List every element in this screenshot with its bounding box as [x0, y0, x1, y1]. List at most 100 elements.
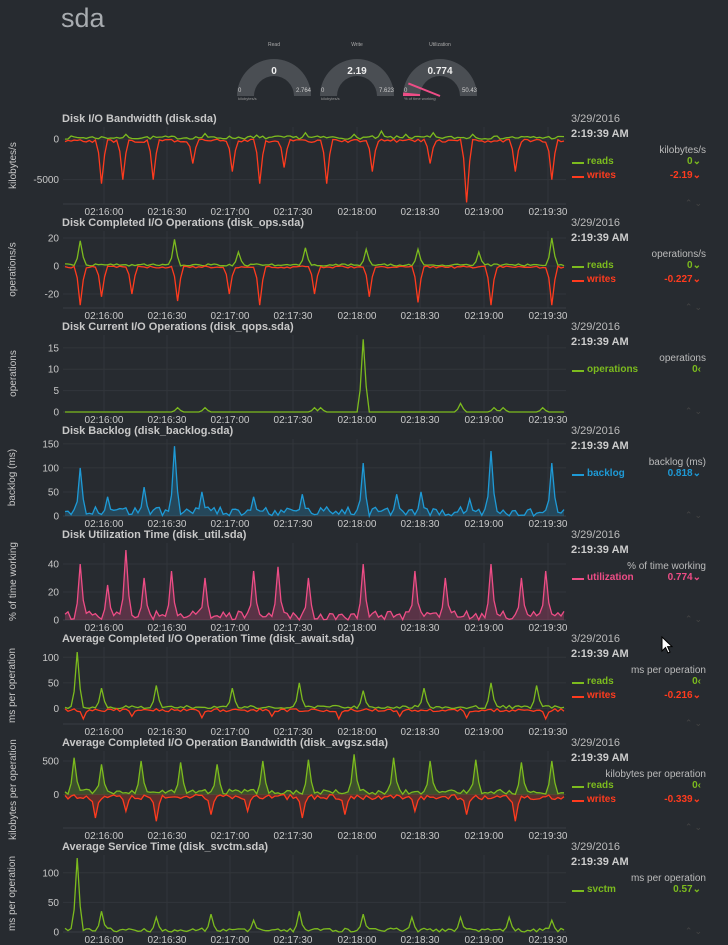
chart-resize-arrows-icon[interactable]: ⌃⌄: [684, 822, 704, 832]
legend-series-name: reads: [587, 156, 614, 167]
chart-resize-arrows-icon[interactable]: ⌃⌄: [684, 718, 704, 728]
legend-item-writes[interactable]: writes -0.339⌄: [571, 794, 707, 807]
chart-legend: 3/29/2016 2:19:39 AM ms per operation svctm…: [571, 841, 711, 941]
x-tick-label: 02:18:30: [401, 311, 440, 321]
legend-arrow-icon: ⌄: [692, 274, 701, 285]
x-tick-label: 02:18:30: [401, 727, 440, 737]
series-line-operations: [65, 339, 564, 413]
chart-legend: 3/29/2016 2:19:39 AM kilobytes per operati…: [571, 737, 711, 837]
legend-series-value: 0.774⌄: [668, 572, 701, 583]
x-tick-label: 02:17:00: [211, 935, 250, 945]
legend-series-name: reads: [587, 780, 614, 791]
legend-arrow-icon: ⌄: [692, 690, 701, 701]
legend-item-writes[interactable]: writes -0.216⌄: [571, 690, 707, 703]
legend-units: ms per operation: [630, 873, 706, 884]
legend-date: 3/29/2016: [571, 529, 620, 541]
x-tick-label: 02:18:30: [401, 935, 440, 945]
series-area-writes: [65, 794, 564, 822]
gauge-utilization: Utilization 0.774 0 50.43 % of time working: [401, 42, 479, 104]
x-tick-label: 02:16:00: [85, 311, 124, 321]
legend-arrow-icon: ⌄: [692, 468, 701, 479]
chart-plot[interactable]: 02:16:00 02:16:30 02:17:00 02:17:30 02:18:00…: [0, 737, 570, 841]
legend-time: 2:19:39 AM: [571, 232, 629, 244]
chart-legend: 3/29/2016 2:19:39 AM operations operations 0…: [571, 321, 711, 421]
x-tick-label: 02:19:00: [465, 831, 504, 841]
gauge-min: 0: [404, 88, 408, 94]
x-tick-label: 02:18:30: [401, 831, 440, 841]
x-tick-label: 02:18:00: [338, 623, 377, 633]
chart-plot[interactable]: 02:16:00 02:16:30 02:17:00 02:17:30 02:18:00…: [0, 425, 570, 529]
chart-resize-arrows-icon[interactable]: ⌃⌄: [684, 302, 704, 312]
legend-swatch: [572, 474, 584, 476]
y-tick-label: 0: [53, 790, 59, 801]
legend-time: 2:19:39 AM: [571, 648, 629, 660]
chart-plot[interactable]: 02:16:00 02:16:30 02:17:00 02:17:30 02:18:00…: [0, 633, 570, 737]
chart-sda-svctm: Average Service Time (disk_svctm.sda) ms …: [0, 841, 728, 945]
gauge-max: 50.43: [461, 88, 477, 94]
legend-units: kilobytes/s: [659, 145, 706, 156]
legend-item-utilization[interactable]: utilization 0.774⌄: [571, 572, 707, 585]
chart-title: Disk Backlog (disk_backlog.sda): [62, 425, 234, 437]
legend-series-value: -0.339⌄: [664, 794, 701, 805]
chart-resize-arrows-icon[interactable]: ⌃⌄: [684, 406, 704, 416]
series-line-backlog: [64, 446, 565, 519]
legend-value-text: 0.57: [673, 884, 693, 895]
chart-resize-arrows-icon[interactable]: ⌃⌄: [684, 926, 704, 936]
legend-arrow-icon: ‹: [697, 676, 701, 687]
x-tick-label: 02:19:30: [529, 311, 568, 321]
x-tick-label: 02:19:30: [529, 935, 568, 945]
legend-series-name: reads: [587, 260, 614, 271]
series-line-writes: [64, 793, 565, 822]
legend-item-writes[interactable]: writes -0.227⌄: [571, 274, 707, 287]
x-tick-label: 02:16:30: [148, 415, 187, 425]
y-tick-label: 0: [53, 408, 59, 419]
chart-plot[interactable]: 02:16:00 02:16:30 02:17:00 02:17:30 02:18:00…: [0, 841, 570, 945]
chart-sda-bandwidth: Disk I/O Bandwidth (disk.sda) kilobytes/s…: [0, 113, 728, 217]
x-tick-label: 02:19:00: [465, 935, 504, 945]
legend-units: % of time working: [627, 561, 706, 572]
chart-plot[interactable]: 02:16:00 02:16:30 02:17:00 02:17:30 02:18:00…: [0, 113, 570, 217]
legend-date: 3/29/2016: [571, 633, 620, 645]
y-tick-label: 50: [48, 898, 60, 909]
legend-item-reads[interactable]: reads 0‹: [571, 780, 707, 793]
legend-item-backlog[interactable]: backlog 0.818⌄: [571, 468, 707, 481]
legend-swatch: [572, 280, 584, 282]
legend-series-name: writes: [587, 690, 616, 701]
gauge-min: 0: [321, 88, 325, 94]
y-tick-label: 40: [48, 560, 60, 571]
chart-resize-arrows-icon[interactable]: ⌃⌄: [684, 198, 704, 208]
legend-item-writes[interactable]: writes -2.19⌄: [571, 170, 707, 183]
x-tick-label: 02:18:00: [338, 207, 377, 217]
legend-series-value: 0⌄: [687, 156, 701, 167]
x-tick-label: 02:16:30: [148, 935, 187, 945]
chart-sda-backlog: Disk Backlog (disk_backlog.sda) backlog (…: [0, 425, 728, 529]
x-tick-label: 02:17:00: [211, 623, 250, 633]
chart-plot[interactable]: 02:16:00 02:16:30 02:17:00 02:17:30 02:18:00…: [0, 217, 570, 321]
legend-item-reads[interactable]: reads 0⌄: [571, 156, 707, 169]
chart-plot[interactable]: 02:16:00 02:16:30 02:17:00 02:17:30 02:18:00…: [0, 529, 570, 633]
gauge-value: 0: [271, 66, 277, 77]
x-tick-label: 02:18:30: [401, 207, 440, 217]
legend-item-operations[interactable]: operations 0‹: [571, 364, 707, 377]
legend-item-reads[interactable]: reads 0⌄: [571, 260, 707, 273]
chart-plot[interactable]: 02:16:00 02:16:30 02:17:00 02:17:30 02:18:00…: [0, 321, 570, 425]
x-tick-label: 02:17:00: [211, 415, 250, 425]
x-tick-label: 02:19:00: [465, 311, 504, 321]
legend-series-name: backlog: [587, 468, 625, 479]
chart-legend: 3/29/2016 2:19:39 AM operations/s reads 0⌄ wr…: [571, 217, 711, 317]
x-tick-label: 02:16:30: [148, 311, 187, 321]
x-tick-label: 02:19:30: [529, 519, 568, 529]
y-tick-label: 100: [42, 868, 59, 879]
legend-arrow-icon: ⌄: [692, 260, 701, 271]
legend-units: operations/s: [651, 249, 706, 260]
gauge-fill: [403, 92, 421, 96]
x-tick-label: 02:18:30: [401, 415, 440, 425]
chart-resize-arrows-icon[interactable]: ⌃⌄: [684, 614, 704, 624]
legend-item-svctm[interactable]: svctm 0.57⌄: [571, 884, 707, 897]
chart-resize-arrows-icon[interactable]: ⌃⌄: [684, 510, 704, 520]
x-tick-label: 02:16:00: [85, 519, 124, 529]
y-tick-label: 15: [48, 343, 60, 354]
legend-series-name: operations: [587, 364, 639, 375]
legend-item-reads[interactable]: reads 0‹: [571, 676, 707, 689]
chart-legend: 3/29/2016 2:19:39 AM ms per operation reads…: [571, 633, 711, 733]
